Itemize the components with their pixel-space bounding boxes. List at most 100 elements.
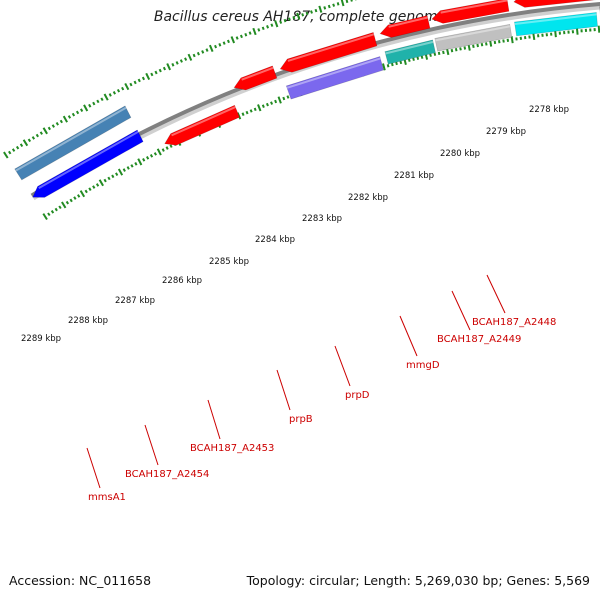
tick-label: 2280 kbp <box>440 149 480 159</box>
tick-label: 2281 kbp <box>394 171 434 181</box>
minor-tick <box>239 34 243 39</box>
cds-feature <box>434 23 513 52</box>
minor-tick <box>336 2 340 6</box>
tick-label: 2287 kbp <box>115 296 155 306</box>
major-tick <box>62 115 68 123</box>
major-tick <box>532 32 536 41</box>
minor-tick <box>310 10 313 14</box>
minor-tick <box>161 148 165 152</box>
major-tick <box>575 27 579 35</box>
major-tick <box>3 151 9 159</box>
minor-tick <box>249 109 253 113</box>
feature-group <box>14 0 600 198</box>
minor-tick <box>31 136 36 140</box>
minor-tick <box>112 91 116 95</box>
minor-tick <box>288 17 291 21</box>
major-tick <box>257 104 262 112</box>
minor-tick <box>493 40 497 45</box>
cds-feature <box>514 12 598 37</box>
major-tick <box>22 139 29 147</box>
minor-tick <box>407 58 411 62</box>
minor-tick <box>454 48 458 52</box>
minor-tick <box>153 152 157 156</box>
cds-feature <box>32 129 144 198</box>
major-tick <box>252 27 257 36</box>
minor-tick <box>266 25 270 29</box>
major-tick <box>124 82 130 91</box>
gene-label: mmsA1 <box>88 492 126 503</box>
minor-tick <box>270 23 274 27</box>
minor-tick <box>323 6 327 10</box>
cds-feature <box>233 65 278 91</box>
minor-tick <box>282 96 286 101</box>
minor-tick <box>162 66 167 71</box>
major-tick <box>274 20 279 28</box>
minor-tick <box>75 110 80 115</box>
feature-highlight <box>385 40 434 55</box>
minor-tick <box>395 61 398 66</box>
feature-highlight <box>514 13 597 26</box>
tick-label: 2278 kbp <box>529 105 569 115</box>
major-tick <box>61 201 67 209</box>
major-tick <box>340 0 345 7</box>
map-title: Bacillus cereus AH187, complete genome <box>153 9 447 25</box>
minor-tick <box>122 168 126 172</box>
minor-tick <box>96 99 100 104</box>
minor-tick <box>292 15 296 20</box>
major-tick <box>318 5 323 13</box>
minor-tick <box>84 189 88 194</box>
minor-tick <box>196 51 200 56</box>
tick-label: 2286 kbp <box>162 276 202 286</box>
major-tick <box>137 158 143 166</box>
minor-tick <box>214 44 218 49</box>
tick-label: 2289 kbp <box>21 334 61 344</box>
minor-tick <box>47 212 51 217</box>
major-tick <box>208 44 214 52</box>
gene-label: prpB <box>289 414 313 425</box>
feature-highlight <box>241 66 274 81</box>
minor-tick <box>126 166 130 170</box>
minor-tick <box>69 198 73 203</box>
minor-tick <box>386 64 390 68</box>
minor-tick <box>58 205 62 210</box>
minor-tick <box>121 86 125 91</box>
minor-tick <box>226 39 230 44</box>
major-tick <box>166 63 172 71</box>
label-leader-line <box>486 274 506 314</box>
gene-label: BCAH187_A2448 <box>472 317 556 328</box>
gene-label: prpD <box>345 390 370 401</box>
minor-tick <box>51 124 55 128</box>
minor-tick <box>59 119 63 124</box>
minor-tick <box>305 11 309 16</box>
minor-tick <box>265 102 269 107</box>
minor-tick <box>274 99 278 104</box>
minor-tick <box>420 55 424 59</box>
minor-tick <box>65 200 70 205</box>
minor-tick <box>179 59 183 63</box>
minor-tick <box>142 158 146 162</box>
major-tick <box>277 96 282 104</box>
minor-tick <box>116 88 121 93</box>
accession-text: Accession: NC_011658 <box>9 573 152 588</box>
minor-tick <box>95 183 100 187</box>
minor-tick <box>222 41 226 45</box>
minor-tick <box>39 131 43 135</box>
minor-tick <box>103 178 107 183</box>
tick-label: 2284 kbp <box>255 235 295 245</box>
minor-tick <box>241 112 245 116</box>
minor-tick <box>314 8 318 13</box>
minor-tick <box>201 50 205 54</box>
label-leader-line <box>399 315 418 357</box>
feature-highlight <box>38 130 139 189</box>
minor-tick <box>248 31 252 35</box>
tick-label: 2288 kbp <box>68 316 108 326</box>
minor-tick <box>141 76 146 81</box>
minor-tick <box>88 187 92 191</box>
minor-tick <box>463 46 467 50</box>
minor-tick <box>67 115 72 119</box>
label-leader-line <box>86 447 101 489</box>
minor-tick <box>459 47 462 51</box>
minor-tick <box>506 38 510 42</box>
minor-tick <box>107 176 111 181</box>
minor-tick <box>15 145 20 150</box>
